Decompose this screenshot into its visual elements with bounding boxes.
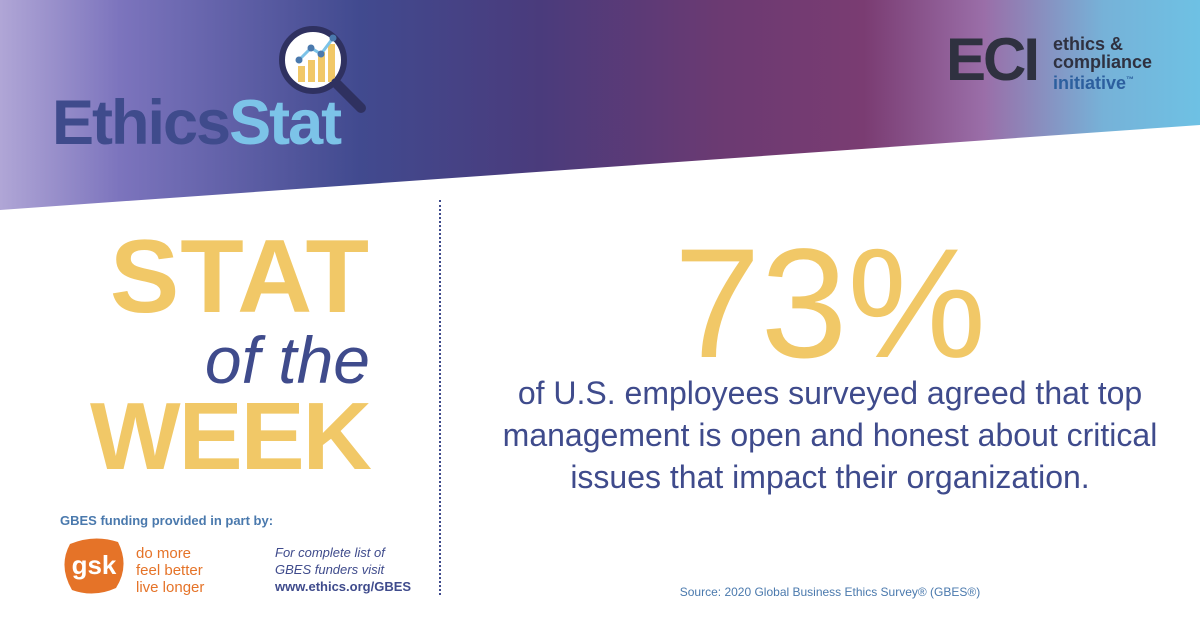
title-week: WEEK <box>90 383 372 490</box>
magnifier-chart-icon <box>279 26 366 113</box>
funders-note: For complete list of GBES funders visit … <box>275 544 411 595</box>
title-of-the: of the <box>204 323 370 397</box>
eci-wordmark: ethics & compliance initiative™ <box>1053 35 1152 92</box>
gsk-tagline-1: do more <box>136 545 192 562</box>
ethicsstat-wordmark: EthicsStat <box>52 92 342 155</box>
eci-trademark: ™ <box>1126 75 1135 84</box>
eci-line-3: initiative™ <box>1053 71 1152 92</box>
eci-logo: ECI ethics & compliance initiative™ <box>946 26 1186 93</box>
eci-line-1: ethics & <box>1053 34 1124 54</box>
funders-note-line-2: GBES funders visit <box>275 562 385 577</box>
gsk-tagline: do more feel better live longer <box>136 545 204 596</box>
gsk-logo: gsk <box>64 538 124 594</box>
stat-description: of U.S. employees surveyed agreed that t… <box>502 375 1158 495</box>
title-stat: STAT <box>109 219 370 335</box>
gsk-tagline-2: feel better <box>136 562 203 579</box>
gsk-logo-text: gsk <box>72 550 117 580</box>
ethicsstat-logo: EthicsStat <box>52 22 382 155</box>
stat-of-the-week-title: STAT of the WEEK <box>60 219 372 490</box>
funders-url-link[interactable]: www.ethics.org/GBES <box>275 579 412 594</box>
gsk-tagline-3: live longer <box>136 579 205 596</box>
eci-line-3-text: initiative <box>1053 73 1127 93</box>
stat-source: Source: 2020 Global Business Ethics Surv… <box>679 585 981 599</box>
funders-note-line-1: For complete list of <box>275 545 385 560</box>
logo-word-ethics: Ethics <box>52 88 231 158</box>
stat-value: 73% <box>673 217 987 391</box>
logo-word-stat: Stat <box>229 88 342 158</box>
dotted-divider <box>439 200 441 595</box>
eci-line-2: compliance <box>1053 52 1153 72</box>
eci-letters: ECI <box>946 26 1040 93</box>
funding-label: GBES funding provided in part by: <box>60 513 274 528</box>
